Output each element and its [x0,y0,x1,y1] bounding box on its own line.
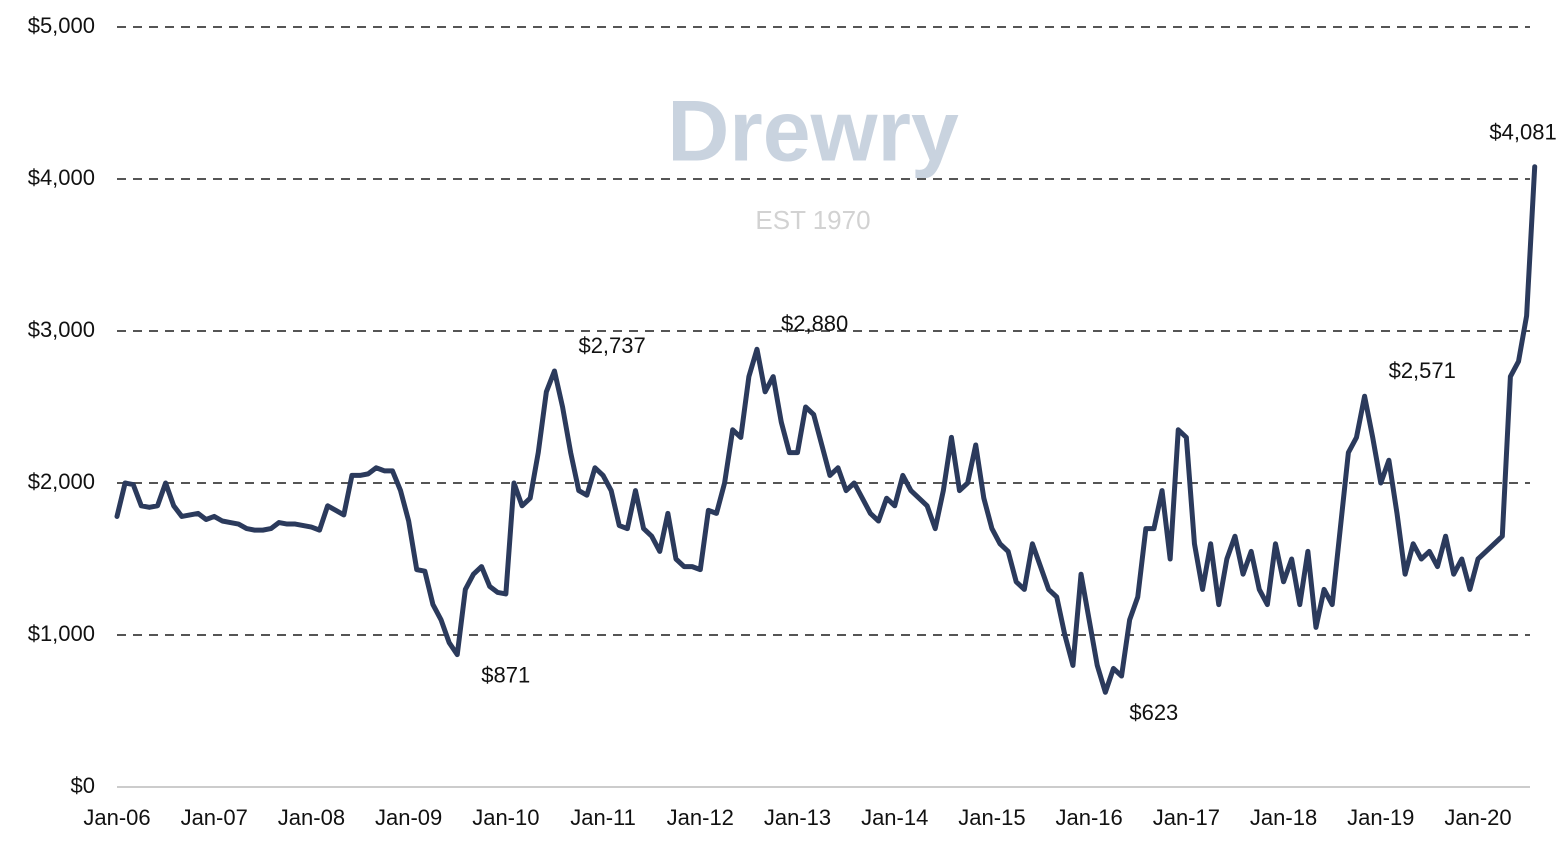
x-tick-label: Jan-09 [375,805,442,830]
watermark-established: EST 1970 [755,205,870,235]
x-tick-label: Jan-16 [1056,805,1123,830]
data-label: $623 [1129,700,1178,725]
data-label: $2,571 [1389,358,1456,383]
data-label: $2,737 [578,333,645,358]
y-tick-label: $0 [71,773,95,798]
x-tick-label: Jan-07 [181,805,248,830]
x-tick-label: Jan-17 [1153,805,1220,830]
x-tick-label: Jan-13 [764,805,831,830]
x-tick-label: Jan-20 [1444,805,1511,830]
y-tick-label: $3,000 [28,317,95,342]
y-tick-label: $1,000 [28,621,95,646]
y-tick-label: $2,000 [28,469,95,494]
x-tick-label: Jan-06 [83,805,150,830]
data-label: $4,081 [1489,120,1556,145]
x-tick-label: Jan-19 [1347,805,1414,830]
watermark-name: Drewry [667,84,959,180]
x-tick-label: Jan-08 [278,805,345,830]
x-tick-label: Jan-10 [472,805,539,830]
x-tick-label: Jan-12 [667,805,734,830]
x-tick-label: Jan-15 [958,805,1025,830]
x-tick-label: Jan-18 [1250,805,1317,830]
data-label: $2,880 [781,311,848,336]
x-tick-label: Jan-14 [861,805,928,830]
x-tick-label: Jan-11 [570,805,636,830]
data-label: $871 [481,662,530,687]
y-tick-label: $4,000 [28,165,95,190]
y-tick-label: $5,000 [28,13,95,38]
line [114,164,1538,695]
